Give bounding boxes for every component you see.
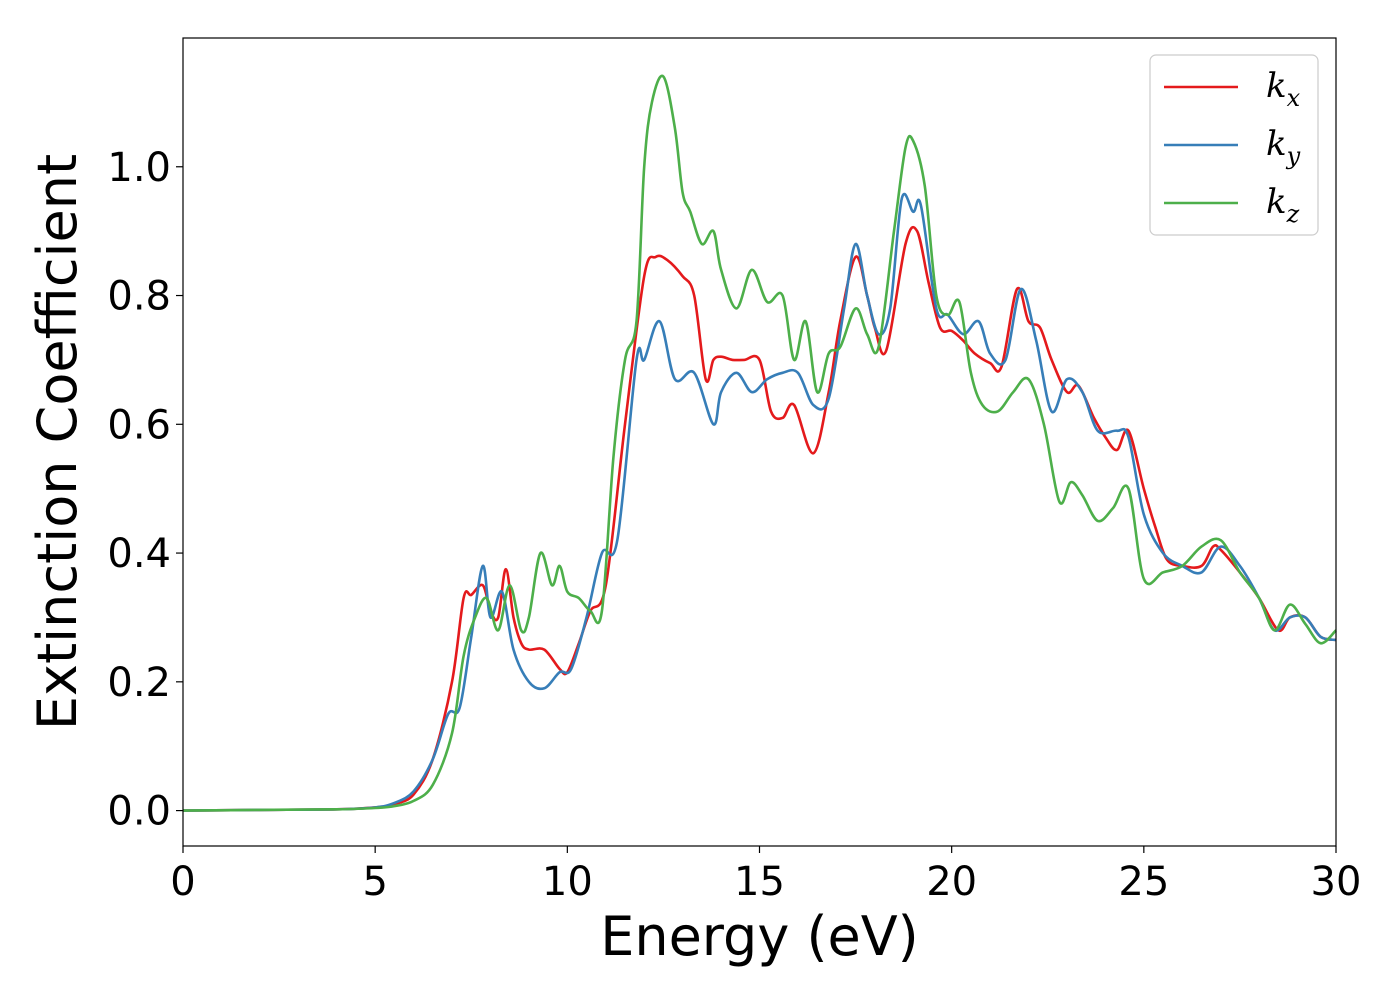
y-tick-label: 0.2 — [107, 660, 171, 706]
legend-label-z: kz — [1266, 182, 1300, 228]
legend-label-x: kx — [1266, 66, 1301, 112]
x-tick-label: 20 — [926, 859, 977, 905]
y-tick-label: 0.8 — [107, 274, 171, 320]
series-layer — [182, 74, 1337, 812]
y-axis-title: Extinction Coefficient — [26, 154, 89, 730]
legend-label-subscript: z — [1286, 200, 1300, 228]
series-line-z — [182, 74, 1337, 812]
legend-label-subscript: y — [1286, 142, 1301, 170]
y-axis: 0.0 0.2 0.4 0.6 0.8 1.0 — [107, 145, 183, 835]
legend-label-subscript: x — [1287, 84, 1301, 112]
legend-label-main: k — [1266, 124, 1287, 164]
y-tick-label: 0.4 — [107, 531, 171, 577]
y-tick-label: 0.0 — [107, 789, 171, 835]
y-tick-label: 1.0 — [107, 145, 171, 191]
x-tick-label: 30 — [1311, 859, 1362, 905]
x-tick-label: 0 — [170, 859, 195, 905]
legend-label-y: ky — [1266, 124, 1301, 170]
x-tick-label: 5 — [362, 859, 387, 905]
x-tick-label: 25 — [1118, 859, 1169, 905]
y-tick-label: 0.6 — [107, 402, 171, 448]
x-axis: 0 5 10 15 20 25 30 — [170, 846, 1361, 905]
legend-label-main: k — [1266, 66, 1287, 106]
x-tick-label: 15 — [734, 859, 785, 905]
series-line-x — [182, 225, 1337, 812]
series-line-y — [182, 192, 1337, 812]
x-tick-label: 10 — [542, 859, 593, 905]
legend-label-main: k — [1266, 182, 1287, 222]
x-axis-title: Energy (eV) — [600, 905, 919, 968]
